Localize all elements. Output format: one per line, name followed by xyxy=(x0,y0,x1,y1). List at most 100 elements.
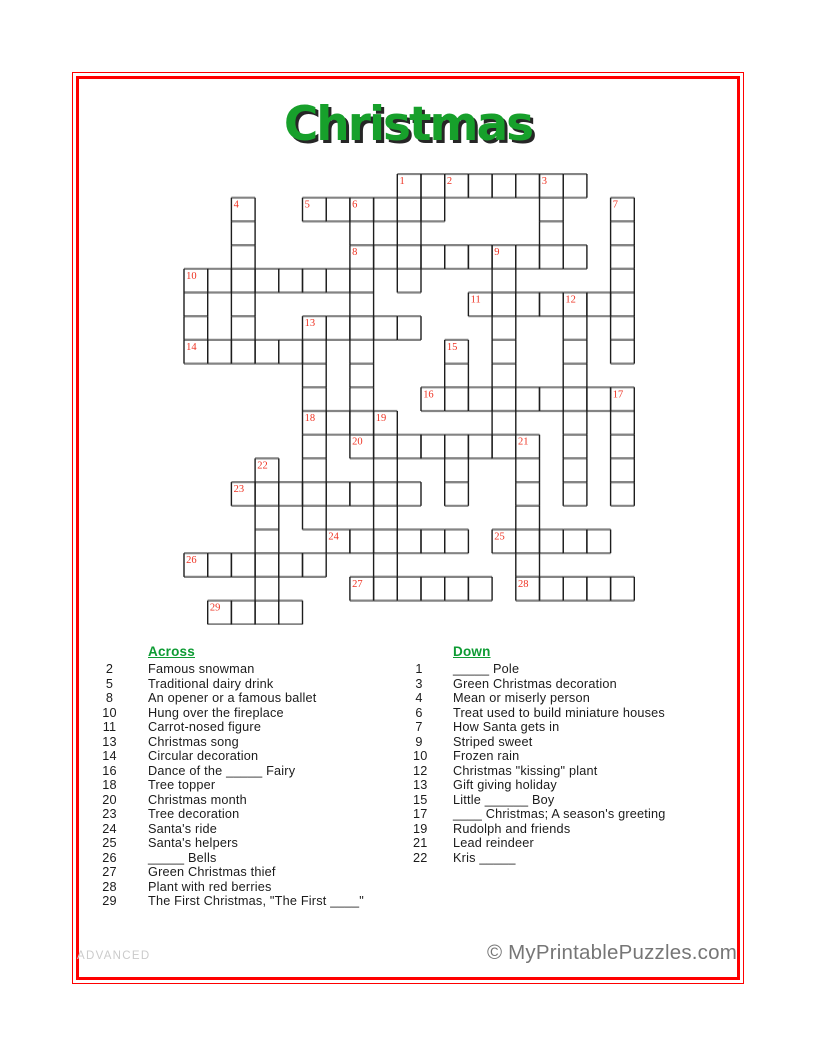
grid-cell[interactable] xyxy=(539,174,564,198)
grid-cell[interactable] xyxy=(563,434,587,459)
grid-cell[interactable] xyxy=(349,268,374,293)
grid-cell[interactable] xyxy=(444,576,469,601)
grid-cell[interactable] xyxy=(302,387,327,411)
grid-cell[interactable] xyxy=(302,316,327,340)
grid-cell[interactable] xyxy=(610,410,635,435)
grid-cell[interactable] xyxy=(420,245,445,269)
grid-cell[interactable] xyxy=(302,410,327,435)
grid-cell[interactable] xyxy=(207,600,232,625)
grid-cell[interactable] xyxy=(397,221,421,246)
grid-cell[interactable] xyxy=(515,458,540,483)
grid-cell[interactable] xyxy=(278,482,303,506)
grid-cell[interactable] xyxy=(207,339,232,364)
grid-cell[interactable] xyxy=(397,576,421,601)
grid-cell[interactable] xyxy=(349,316,374,340)
grid-cell[interactable] xyxy=(492,292,516,317)
grid-cell[interactable] xyxy=(515,174,540,198)
grid-cell[interactable] xyxy=(349,292,374,317)
grid-cell[interactable] xyxy=(492,245,516,269)
grid-cell[interactable] xyxy=(444,245,469,269)
grid-cell[interactable] xyxy=(492,174,516,198)
grid-cell[interactable] xyxy=(349,221,374,246)
grid-cell[interactable] xyxy=(515,292,540,317)
grid-cell[interactable] xyxy=(420,576,445,601)
grid-cell[interactable] xyxy=(444,387,469,411)
grid-cell[interactable] xyxy=(610,197,635,222)
grid-cell[interactable] xyxy=(420,174,445,198)
grid-cell[interactable] xyxy=(373,553,398,577)
grid-cell[interactable] xyxy=(373,529,398,554)
grid-cell[interactable] xyxy=(302,505,327,530)
grid-cell[interactable] xyxy=(231,292,256,317)
grid-cell[interactable] xyxy=(563,387,587,411)
grid-cell[interactable] xyxy=(420,387,445,411)
grid-cell[interactable] xyxy=(231,316,256,340)
grid-cell[interactable] xyxy=(231,268,256,293)
grid-cell[interactable] xyxy=(373,576,398,601)
grid-cell[interactable] xyxy=(326,482,350,506)
grid-cell[interactable] xyxy=(492,410,516,435)
grid-cell[interactable] xyxy=(515,529,540,554)
grid-cell[interactable] xyxy=(349,576,374,601)
grid-cell[interactable] xyxy=(444,339,469,364)
grid-cell[interactable] xyxy=(610,434,635,459)
grid-cell[interactable] xyxy=(184,339,208,364)
grid-cell[interactable] xyxy=(515,505,540,530)
grid-cell[interactable] xyxy=(563,529,587,554)
grid-cell[interactable] xyxy=(302,434,327,459)
grid-cell[interactable] xyxy=(492,363,516,388)
grid-cell[interactable] xyxy=(184,292,208,317)
grid-cell[interactable] xyxy=(515,553,540,577)
grid-cell[interactable] xyxy=(539,529,564,554)
grid-cell[interactable] xyxy=(420,529,445,554)
grid-cell[interactable] xyxy=(610,292,635,317)
grid-cell[interactable] xyxy=(349,245,374,269)
grid-cell[interactable] xyxy=(563,245,587,269)
grid-cell[interactable] xyxy=(278,268,303,293)
grid-cell[interactable] xyxy=(563,316,587,340)
grid-cell[interactable] xyxy=(468,245,493,269)
grid-cell[interactable] xyxy=(468,292,493,317)
grid-cell[interactable] xyxy=(373,410,398,435)
grid-cell[interactable] xyxy=(373,197,398,222)
grid-cell[interactable] xyxy=(492,316,516,340)
grid-cell[interactable] xyxy=(492,339,516,364)
grid-cell[interactable] xyxy=(326,268,350,293)
grid-cell[interactable] xyxy=(563,339,587,364)
grid-cell[interactable] xyxy=(349,434,374,459)
grid-cell[interactable] xyxy=(492,268,516,293)
grid-cell[interactable] xyxy=(255,553,279,577)
grid-cell[interactable] xyxy=(610,268,635,293)
grid-cell[interactable] xyxy=(539,197,564,222)
grid-cell[interactable] xyxy=(397,434,421,459)
grid-cell[interactable] xyxy=(586,387,611,411)
grid-cell[interactable] xyxy=(349,410,374,435)
grid-cell[interactable] xyxy=(515,245,540,269)
grid-cell[interactable] xyxy=(231,221,256,246)
grid-cell[interactable] xyxy=(468,434,493,459)
grid-cell[interactable] xyxy=(349,482,374,506)
grid-cell[interactable] xyxy=(444,434,469,459)
grid-cell[interactable] xyxy=(610,576,635,601)
grid-cell[interactable] xyxy=(278,600,303,625)
grid-cell[interactable] xyxy=(563,458,587,483)
grid-cell[interactable] xyxy=(397,174,421,198)
grid-cell[interactable] xyxy=(231,553,256,577)
grid-cell[interactable] xyxy=(349,529,374,554)
grid-cell[interactable] xyxy=(492,434,516,459)
grid-cell[interactable] xyxy=(515,387,540,411)
grid-cell[interactable] xyxy=(468,174,493,198)
grid-cell[interactable] xyxy=(231,600,256,625)
grid-cell[interactable] xyxy=(539,221,564,246)
grid-cell[interactable] xyxy=(278,339,303,364)
grid-cell[interactable] xyxy=(397,268,421,293)
grid-cell[interactable] xyxy=(302,363,327,388)
grid-cell[interactable] xyxy=(397,482,421,506)
grid-cell[interactable] xyxy=(586,292,611,317)
grid-cell[interactable] xyxy=(610,387,635,411)
grid-cell[interactable] xyxy=(563,363,587,388)
grid-cell[interactable] xyxy=(302,268,327,293)
grid-cell[interactable] xyxy=(610,245,635,269)
grid-cell[interactable] xyxy=(610,221,635,246)
grid-cell[interactable] xyxy=(184,268,208,293)
